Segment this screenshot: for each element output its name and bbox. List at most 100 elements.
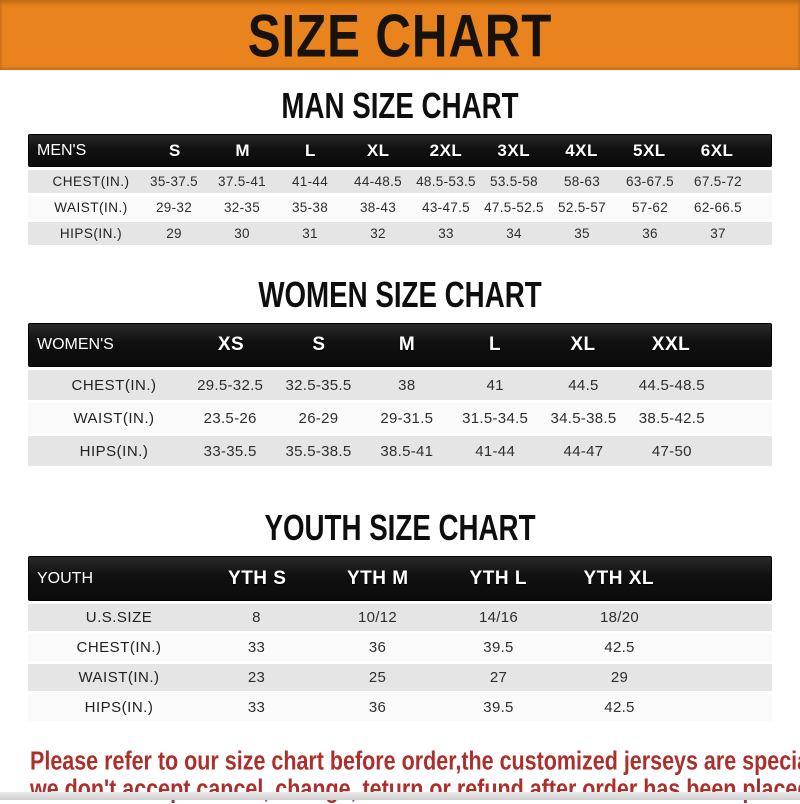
men-size-col-8: 6XL	[700, 140, 734, 160]
men-cell-1-5: 47.5-52.5	[484, 200, 544, 215]
men-cell-0-6: 58-63	[563, 174, 601, 189]
men-cell-2-4: 33	[438, 226, 454, 241]
men-size-col-6: 4XL	[565, 140, 598, 160]
youth-size-col-0: YTH S	[228, 567, 287, 589]
men-row-2: HIPS(IN.) 29 30 31 32 33 34 35 36 37	[28, 222, 772, 245]
women-cell-1-0: 23.5-26	[203, 409, 257, 427]
women-row-label-0: CHEST(IN.)	[71, 376, 157, 394]
women-row-0: CHEST(IN.) 29.5-32.5 32.5-35.5 38 41 44.5 44.5…	[28, 370, 772, 400]
women-cell-2-1: 35.5-38.5	[285, 442, 352, 460]
youth-cell-1-2: 39.5	[483, 639, 514, 656]
women-row-1: WAIST(IN.) 23.5-26 26-29 29-31.5 31.5-34.5 34…	[28, 403, 772, 433]
women-cell-0-4: 44.5	[568, 376, 599, 394]
size-chart-banner: SIZE CHART	[0, 0, 800, 70]
women-cell-1-1: 26-29	[298, 409, 339, 427]
youth-size-col-3: YTH XL	[583, 567, 655, 589]
men-cell-2-0: 29	[166, 226, 182, 241]
men-cell-1-7: 57-62	[631, 200, 669, 215]
men-row-label-0: CHEST(IN.)	[52, 174, 130, 189]
women-cell-0-5: 44.5-48.5	[638, 376, 705, 394]
youth-row-label-0: U.S.SIZE	[85, 609, 153, 626]
men-header-bar: MEN'S S M L XL 2XL 3XL 4XL 5XL 6XL	[28, 134, 772, 167]
youth-row-1: CHEST(IN.) 33 36 39.5 42.5	[28, 634, 772, 661]
women-section-title: WOMEN SIZE CHART	[258, 274, 542, 315]
men-cell-1-0: 29-32	[155, 200, 193, 215]
youth-header-label-text: YOUTH	[37, 569, 93, 587]
men-header-label: MEN'S	[29, 142, 141, 160]
men-cell-2-7: 36	[642, 226, 658, 241]
men-cell-2-5: 34	[506, 226, 522, 241]
youth-row-0: U.S.SIZE 8 10/12 14/16 18/20	[28, 604, 772, 631]
women-cell-2-0: 33-35.5	[203, 442, 257, 460]
youth-header-label: YOUTH	[29, 570, 197, 588]
youth-cell-2-3: 29	[610, 669, 629, 686]
men-cell-2-1: 30	[234, 226, 250, 241]
youth-row-3: HIPS(IN.) 33 36 39.5 42.5	[28, 694, 772, 721]
men-cell-0-8: 67.5-72	[694, 174, 742, 189]
women-row-label-2: HIPS(IN.)	[79, 442, 149, 460]
youth-cell-1-0: 33	[247, 639, 266, 656]
women-cell-1-4: 34.5-38.5	[550, 409, 617, 427]
men-header-label-text: MEN'S	[37, 141, 87, 159]
youth-cell-0-3: 18/20	[599, 609, 640, 626]
women-size-col-1: S	[312, 334, 326, 355]
women-row-2: HIPS(IN.) 33-35.5 35.5-38.5 38.5-41 41-44 44-…	[28, 436, 772, 466]
youth-size-col-2: YTH L	[469, 567, 527, 589]
women-cell-1-5: 38.5-42.5	[638, 409, 705, 427]
women-size-col-4: XL	[570, 334, 596, 355]
youth-size-col-1: YTH M	[346, 567, 409, 589]
women-cell-0-1: 32.5-35.5	[285, 376, 352, 394]
men-size-col-5: 3XL	[497, 140, 531, 160]
youth-cell-1-3: 42.5	[604, 639, 635, 656]
men-size-col-2: L	[304, 140, 316, 160]
women-size-col-3: L	[488, 334, 502, 355]
youth-cell-2-0: 23	[247, 669, 266, 686]
women-cell-0-3: 41	[486, 376, 504, 394]
men-row-1: WAIST(IN.) 29-32 32-35 35-38 38-43 43-47.5 47.…	[28, 196, 772, 219]
women-size-col-0: XS	[217, 334, 245, 355]
man-size-table: MEN'S S M L XL 2XL 3XL 4XL 5XL 6XL CHEST(IN.) 35-37…	[28, 134, 772, 245]
women-cell-2-4: 44-47	[563, 442, 604, 460]
women-row-label-1: WAIST(IN.)	[73, 409, 155, 427]
youth-cell-2-2: 27	[489, 669, 508, 686]
men-cell-1-1: 32-35	[223, 200, 261, 215]
disclaimer-line-1: Please refer to our size chart before or…	[30, 746, 800, 776]
men-cell-0-0: 35-37.5	[150, 174, 198, 189]
men-size-col-3: XL	[366, 140, 390, 160]
men-cell-1-8: 62-66.5	[694, 200, 742, 215]
youth-cell-3-0: 33	[247, 699, 266, 716]
men-row-label-1: WAIST(IN.)	[54, 200, 128, 215]
men-cell-2-3: 32	[370, 226, 386, 241]
youth-cell-0-0: 8	[252, 609, 261, 626]
women-cell-2-3: 41-44	[475, 442, 516, 460]
men-cell-2-6: 35	[574, 226, 590, 241]
man-section-title: MAN SIZE CHART	[281, 85, 519, 126]
youth-row-2: WAIST(IN.) 23 25 27 29	[28, 664, 772, 691]
youth-cell-0-1: 10/12	[357, 609, 398, 626]
women-header-label-text: WOMEN'S	[37, 336, 114, 353]
youth-size-table: YOUTH YTH S YTH M YTH L YTH XL U.S.SIZE 8 10/12…	[28, 556, 772, 721]
men-size-col-1: M	[235, 140, 250, 160]
women-size-col-2: M	[398, 334, 416, 355]
men-size-col-4: 2XL	[429, 140, 463, 160]
women-size-table: WOMEN'S XS S M L XL XXL CHEST(IN.) 29.5-32.5 32.5…	[28, 323, 772, 466]
men-cell-1-3: 38-43	[359, 200, 397, 215]
men-row-label-2: HIPS(IN.)	[59, 226, 123, 241]
youth-cell-3-1: 36	[368, 699, 387, 716]
women-header-bar: WOMEN'S XS S M L XL XXL	[28, 323, 772, 367]
women-size-col-5: XXL	[651, 334, 691, 355]
youth-cell-0-2: 14/16	[478, 609, 519, 626]
men-size-col-7: 5XL	[632, 140, 666, 160]
women-cell-1-2: 29-31.5	[380, 409, 434, 427]
bottom-border	[0, 792, 800, 800]
men-cell-0-1: 37.5-41	[218, 174, 266, 189]
men-size-col-0: S	[168, 140, 181, 160]
women-cell-0-2: 38	[398, 376, 416, 394]
youth-cell-2-1: 25	[368, 669, 387, 686]
men-cell-1-4: 43-47.5	[422, 200, 470, 215]
women-cell-2-5: 47-50	[651, 442, 692, 460]
men-cell-0-4: 48.5-53.5	[416, 174, 476, 189]
men-cell-0-7: 63-67.5	[626, 174, 674, 189]
women-cell-0-0: 29.5-32.5	[197, 376, 264, 394]
men-cell-2-2: 31	[302, 226, 318, 241]
